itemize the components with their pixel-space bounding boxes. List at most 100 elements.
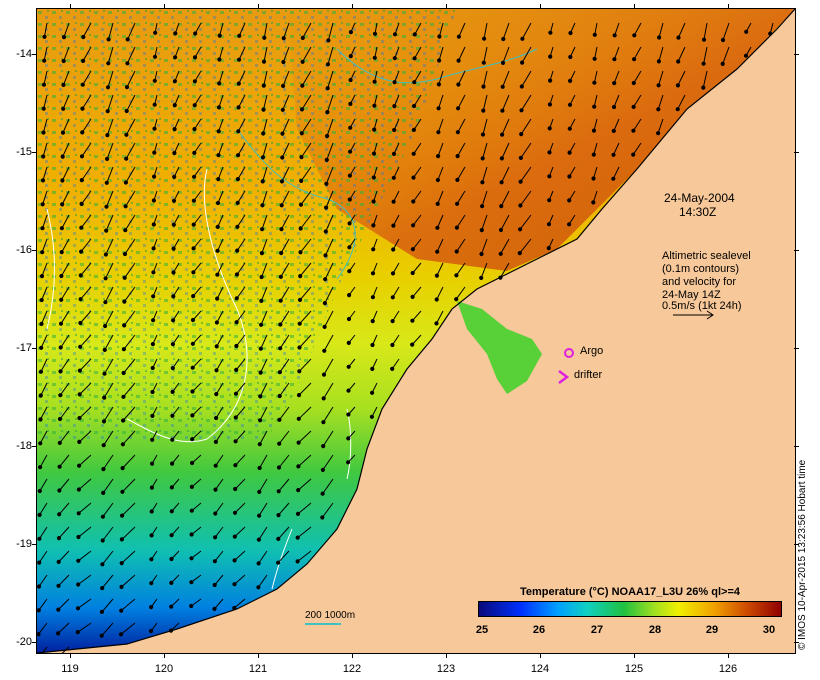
sealevel-contour bbox=[46, 208, 55, 330]
velocity-arrow-head bbox=[298, 226, 303, 231]
velocity-arrow-head bbox=[675, 83, 681, 88]
velocity-arrow bbox=[456, 214, 466, 228]
velocity-arrow-head bbox=[281, 59, 286, 65]
velocity-arrow bbox=[237, 142, 246, 156]
velocity-arrow-head bbox=[611, 176, 616, 181]
lat-tick bbox=[32, 446, 37, 447]
velocity-arrow-head bbox=[37, 465, 43, 470]
velocity-arrow-head bbox=[81, 58, 86, 64]
sst-map bbox=[36, 8, 796, 654]
velocity-arrow bbox=[238, 22, 246, 37]
velocity-arrow-head bbox=[118, 632, 124, 637]
velocity-arrow-head bbox=[216, 129, 221, 134]
velocity-arrow-head bbox=[101, 443, 106, 448]
legend-note-line: Altimetric sealevel bbox=[662, 250, 751, 262]
argo-label: Argo bbox=[580, 345, 604, 357]
velocity-arrow bbox=[703, 22, 708, 40]
velocity-arrow bbox=[658, 22, 664, 38]
velocity-arrow-head bbox=[169, 604, 174, 609]
velocity-arrow-head bbox=[234, 296, 239, 301]
velocity-arrow-head bbox=[78, 297, 83, 302]
velocity-arrow-head bbox=[104, 228, 109, 233]
depth-scale-label: 200 1000m bbox=[305, 610, 356, 621]
velocity-arrow bbox=[105, 214, 114, 231]
velocity-arrow bbox=[326, 94, 334, 113]
velocity-arrow-head bbox=[189, 603, 194, 609]
velocity-arrow bbox=[43, 70, 48, 85]
velocity-arrow bbox=[121, 574, 136, 588]
velocity-arrow-head bbox=[39, 321, 44, 326]
velocity-arrow-head bbox=[258, 346, 263, 351]
velocity-arrow-head bbox=[390, 342, 395, 348]
velocity-arrow-head bbox=[300, 59, 305, 64]
velocity-arrow-head bbox=[346, 460, 351, 465]
velocity-arrow-head bbox=[216, 105, 222, 110]
velocity-arrow-head bbox=[190, 389, 195, 394]
velocity-arrow-head bbox=[191, 198, 196, 203]
velocity-arrow-head bbox=[233, 463, 238, 468]
velocity-arrow bbox=[300, 166, 312, 182]
velocity-arrow-head bbox=[481, 84, 486, 89]
velocity-arrow-head bbox=[100, 586, 105, 591]
legend-note-line: 0.5m/s (1kt 24h) bbox=[662, 300, 742, 312]
velocity-arrow bbox=[57, 622, 70, 634]
velocity-arrow-head bbox=[260, 155, 265, 160]
velocity-arrow-head bbox=[217, 33, 222, 38]
velocity-arrow-head bbox=[119, 537, 125, 542]
velocity-arrow-head bbox=[324, 205, 329, 210]
velocity-arrow-head bbox=[391, 223, 396, 228]
velocity-arrow-head bbox=[233, 415, 238, 420]
velocity-arrow-head bbox=[656, 107, 661, 112]
velocity-arrow bbox=[482, 118, 488, 135]
velocity-arrow-head bbox=[152, 54, 158, 59]
velocity-arrow-head bbox=[169, 556, 174, 562]
velocity-arrow-head bbox=[148, 628, 154, 634]
velocity-arrow bbox=[42, 166, 48, 181]
velocity-arrow-head bbox=[392, 32, 398, 37]
velocity-arrow-head bbox=[236, 81, 241, 86]
velocity-arrow bbox=[218, 142, 224, 156]
velocity-arrow-head bbox=[656, 83, 661, 88]
velocity-arrow bbox=[301, 94, 312, 110]
lon-tick bbox=[634, 4, 635, 9]
velocity-arrow bbox=[59, 430, 70, 444]
velocity-arrow-head bbox=[479, 275, 484, 280]
velocity-arrow bbox=[235, 358, 246, 371]
velocity-arrow bbox=[437, 166, 444, 181]
velocity-arrow-head bbox=[173, 55, 178, 60]
velocity-arrow bbox=[413, 166, 422, 178]
velocity-arrow-head bbox=[79, 201, 84, 206]
velocity-arrow bbox=[122, 478, 136, 493]
velocity-arrow bbox=[322, 478, 334, 494]
velocity-arrow-head bbox=[76, 582, 81, 587]
velocity-arrow-head bbox=[232, 558, 237, 563]
velocity-arrow bbox=[102, 526, 114, 541]
velocity-arrow-head bbox=[324, 181, 329, 186]
velocity-arrow-head bbox=[517, 251, 522, 256]
velocity-arrow-head bbox=[612, 57, 617, 62]
velocity-arrow-head bbox=[480, 132, 486, 137]
velocity-arrow bbox=[457, 118, 466, 133]
velocity-arrow bbox=[298, 358, 312, 372]
velocity-arrow bbox=[299, 310, 312, 325]
velocity-arrow-head bbox=[455, 201, 460, 206]
velocity-arrow bbox=[260, 286, 268, 302]
velocity-arrow bbox=[59, 406, 70, 420]
velocity-arrow-head bbox=[150, 342, 156, 347]
velocity-arrow-head bbox=[152, 102, 157, 107]
velocity-arrow-head bbox=[276, 560, 281, 565]
velocity-arrow bbox=[324, 286, 334, 304]
velocity-arrow-head bbox=[390, 366, 395, 371]
velocity-arrow-head bbox=[41, 130, 46, 135]
velocity-arrow-head bbox=[235, 177, 240, 182]
velocity-arrow bbox=[62, 94, 70, 109]
velocity-arrow bbox=[120, 598, 136, 611]
velocity-arrow-head bbox=[56, 559, 61, 565]
velocity-arrow-head bbox=[411, 199, 416, 204]
velocity-arrow-head bbox=[170, 461, 175, 466]
velocity-arrow bbox=[82, 70, 92, 85]
velocity-arrow bbox=[277, 550, 290, 564]
velocity-arrow-head bbox=[320, 515, 325, 520]
lon-tick bbox=[164, 653, 165, 658]
velocity-arrow bbox=[324, 310, 334, 328]
